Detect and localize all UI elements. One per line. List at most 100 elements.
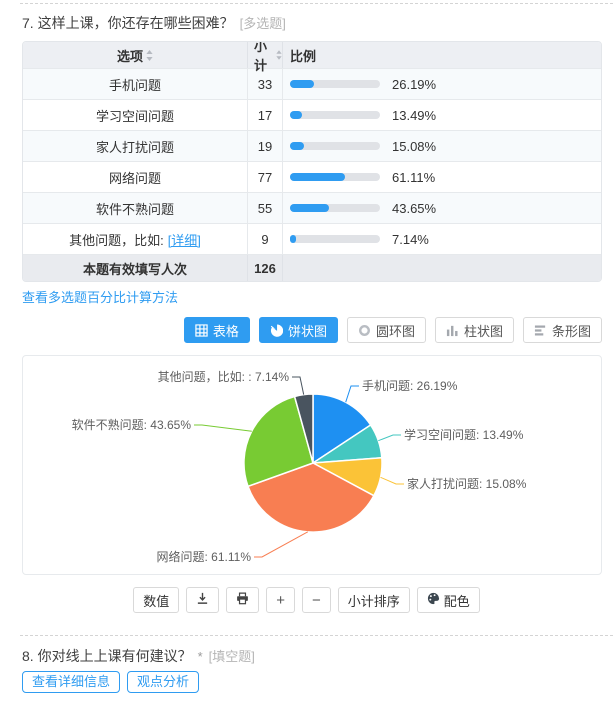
option-label: 手机问题 bbox=[108, 77, 161, 93]
table-row: 家人打扰问题 19 15.08% bbox=[23, 130, 601, 161]
show-values-button[interactable]: 数值 bbox=[133, 587, 180, 613]
pie-slice[interactable] bbox=[293, 393, 314, 464]
column-icon bbox=[446, 324, 459, 337]
pie-label: 软件不熟问题: 43.65% bbox=[72, 417, 192, 432]
view-details-button[interactable]: 查看详细信息 bbox=[22, 671, 121, 693]
percent-bar-fill bbox=[290, 80, 314, 88]
pie-chart: 手机问题: 26.19% 学习空间问题: 13.49% 家人打扰问题: 15.08%… bbox=[72, 369, 527, 564]
table-row: 网络问题 77 61.11% bbox=[23, 161, 601, 192]
count-cell: 33 bbox=[248, 69, 283, 99]
percent-bar-track bbox=[290, 142, 380, 150]
sort-by-count-button[interactable]: 小计排序 bbox=[337, 587, 410, 613]
color-scheme-button[interactable]: 配色 bbox=[416, 587, 480, 613]
question8-type-tag: [填空题] bbox=[208, 649, 255, 664]
count-cell: 55 bbox=[248, 193, 283, 223]
table-body: 手机问题 33 26.19% 学习空间问题 17 13.49% 家人打扰问题 19 15.08%… bbox=[23, 68, 601, 254]
pie-slice[interactable] bbox=[312, 393, 372, 465]
header-option[interactable]: 选项 bbox=[23, 42, 248, 68]
print-button[interactable] bbox=[226, 587, 260, 613]
percent-bar-track bbox=[290, 173, 380, 181]
tab-table[interactable]: 表格 bbox=[183, 317, 250, 343]
ratio-cell: 15.08% bbox=[283, 139, 601, 154]
question7-title: 7. 这样上课，你还存在哪些困难？ [多选题] bbox=[22, 13, 286, 33]
option-cell: 手机问题 bbox=[23, 69, 248, 99]
footer-label: 本题有效填写人次 bbox=[23, 255, 248, 281]
table-row: 手机问题 33 26.19% bbox=[23, 68, 601, 99]
table-row: 其他问题，比如: [详细] 9 7.14% bbox=[23, 223, 601, 254]
percent-bar-fill bbox=[290, 173, 345, 181]
ratio-cell: 43.65% bbox=[283, 201, 601, 216]
opinion-analysis-button[interactable]: 观点分析 bbox=[127, 671, 200, 693]
sort-icon[interactable] bbox=[276, 50, 282, 60]
percent-text: 43.65% bbox=[392, 200, 437, 216]
option-label: 软件不熟问题 bbox=[95, 201, 174, 217]
option-label: 学习空间问题 bbox=[95, 108, 174, 124]
percent-method-link[interactable]: 查看多选题百分比计算方法 bbox=[22, 290, 179, 305]
count-cell: 17 bbox=[248, 100, 283, 130]
pie-label: 网络问题: 61.11% bbox=[157, 549, 252, 564]
print-icon bbox=[236, 592, 249, 608]
ratio-cell: 7.14% bbox=[283, 232, 601, 247]
pie-label-line bbox=[345, 385, 359, 403]
ratio-cell: 61.11% bbox=[283, 170, 601, 185]
tab-bar-chart[interactable]: 条形图 bbox=[522, 317, 602, 343]
table-row: 软件不熟问题 55 43.65% bbox=[23, 192, 601, 223]
option-cell: 家人打扰问题 bbox=[23, 131, 248, 161]
table-footer-row: 本题有效填写人次 126 bbox=[23, 254, 601, 281]
download-button[interactable] bbox=[186, 587, 220, 613]
pie-slice[interactable] bbox=[247, 462, 375, 533]
option-label: 家人打扰问题 bbox=[95, 139, 174, 155]
pie-label-line bbox=[380, 476, 404, 485]
option-label: 其他问题，比如: bbox=[69, 232, 164, 248]
question7-type-tag: [多选题] bbox=[239, 16, 286, 31]
percent-text: 13.49% bbox=[392, 107, 437, 123]
section-divider-bottom bbox=[20, 635, 613, 636]
pie-label-line bbox=[378, 434, 401, 442]
table-header-row: 选项 小计 比例 bbox=[23, 42, 601, 73]
percent-text: 26.19% bbox=[392, 76, 437, 92]
results-table: 选项 小计 比例 手机问题 33 26.19% 学习空间问题 17 13.49% 家人打扰问… bbox=[22, 41, 602, 282]
chart-toolbar: 数值 + − 小计排序 配色 bbox=[0, 587, 613, 613]
question8-actions: 查看详细信息 观点分析 bbox=[22, 671, 200, 693]
bar-icon bbox=[534, 324, 547, 337]
percent-bar-track bbox=[290, 80, 380, 88]
footer-count: 126 bbox=[248, 255, 283, 281]
tab-column-chart[interactable]: 柱状图 bbox=[434, 317, 514, 343]
percent-text: 61.11% bbox=[392, 169, 436, 185]
zoom-out-button[interactable]: − bbox=[301, 587, 331, 613]
section-divider-top bbox=[20, 3, 613, 4]
percent-bar-track bbox=[290, 204, 380, 212]
zoom-in-button[interactable]: + bbox=[266, 587, 295, 613]
header-ratio: 比例 bbox=[290, 48, 317, 64]
option-cell: 软件不熟问题 bbox=[23, 193, 248, 223]
palette-icon bbox=[427, 592, 440, 608]
detail-link[interactable]: [详细] bbox=[167, 232, 201, 248]
percent-text: 7.14% bbox=[392, 231, 429, 247]
count-cell: 77 bbox=[248, 162, 283, 192]
option-label: 网络问题 bbox=[108, 170, 161, 186]
option-cell: 网络问题 bbox=[23, 162, 248, 192]
option-cell: 学习空间问题 bbox=[23, 100, 248, 130]
pie-label: 其他问题，比如: : 7.14% bbox=[158, 369, 290, 384]
sort-icon[interactable] bbox=[146, 49, 153, 61]
header-count[interactable]: 小计 bbox=[248, 42, 283, 73]
question8-title-text: 8. 你对线上上课有何建议？ bbox=[22, 648, 192, 664]
count-cell: 9 bbox=[248, 224, 283, 254]
percent-bar-fill bbox=[290, 235, 297, 243]
tab-pie-chart[interactable]: 饼状图 bbox=[258, 317, 338, 343]
chart-type-tabs: 表格 饼状图 圆环图 柱状图 条形图 bbox=[183, 317, 602, 343]
download-icon bbox=[196, 592, 209, 608]
required-mark: * bbox=[197, 649, 203, 664]
pie-label: 家人打扰问题: 15.08% bbox=[407, 476, 527, 491]
donut-icon bbox=[358, 324, 371, 337]
pie-chart-panel: 手机问题: 26.19% 学习空间问题: 13.49% 家人打扰问题: 15.08%… bbox=[22, 355, 602, 575]
pie-label: 学习空间问题: 13.49% bbox=[404, 427, 524, 442]
question8-title: 8. 你对线上上课有何建议？ * [填空题] bbox=[22, 646, 255, 666]
tab-donut-chart[interactable]: 圆环图 bbox=[346, 317, 426, 343]
question7-title-text: 7. 这样上课，你还存在哪些困难？ bbox=[22, 15, 234, 31]
ratio-cell: 13.49% bbox=[283, 108, 601, 123]
percent-bar-track bbox=[290, 111, 380, 119]
percent-bar-fill bbox=[290, 142, 304, 150]
table-icon bbox=[195, 323, 208, 337]
